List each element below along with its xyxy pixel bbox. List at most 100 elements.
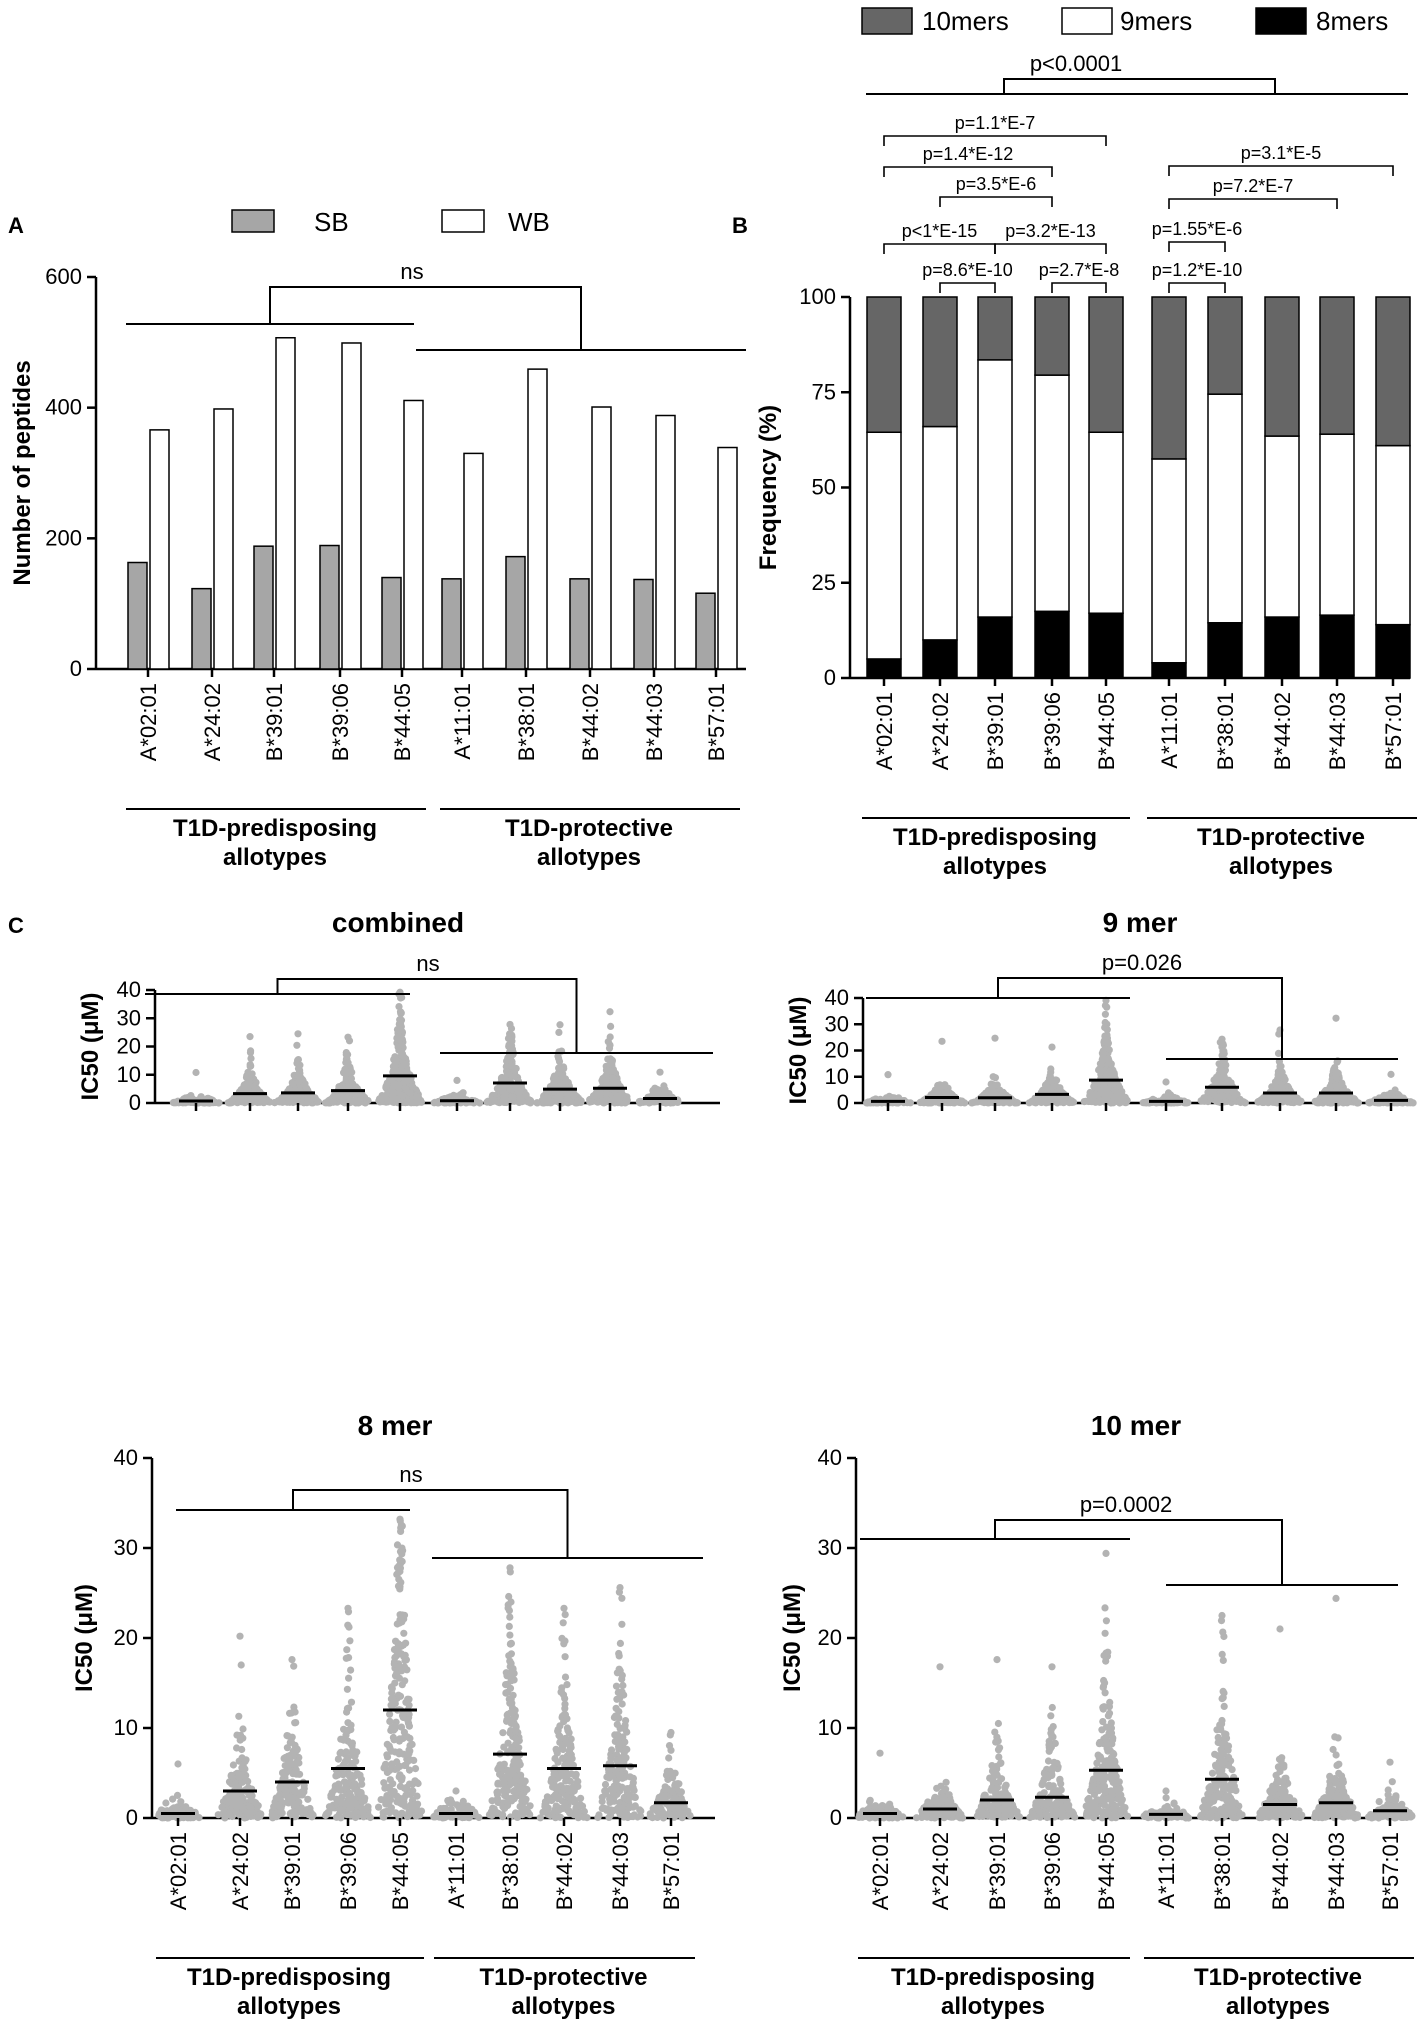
data-point xyxy=(392,1056,400,1064)
data-point xyxy=(276,1784,284,1792)
data-point xyxy=(236,1632,244,1640)
data-point xyxy=(592,1093,601,1101)
bar-10mers xyxy=(977,296,1013,361)
data-point xyxy=(345,1083,353,1091)
data-point xyxy=(411,1765,420,1773)
legend-label-8mers: 8mers xyxy=(1316,6,1388,36)
data-point xyxy=(565,1729,573,1737)
bar-9mers xyxy=(866,431,902,660)
data-point xyxy=(1221,1098,1229,1106)
scatter-points-B*39:06 xyxy=(322,1604,374,1822)
data-point xyxy=(502,1681,510,1689)
data-point xyxy=(398,1041,406,1049)
data-point xyxy=(289,1079,297,1087)
data-point xyxy=(337,1814,345,1822)
group-comparison-label: p=0.026 xyxy=(1102,950,1182,975)
scatter-title: 9 mer xyxy=(1103,907,1178,938)
data-point xyxy=(616,1092,624,1100)
data-point xyxy=(399,1547,407,1555)
data-point xyxy=(660,1082,668,1090)
data-point xyxy=(506,1613,514,1621)
bar-sb xyxy=(319,544,340,670)
legend-swatch-sb xyxy=(231,209,275,233)
comparison-label: p=3.1*E-5 xyxy=(1241,143,1322,163)
data-point xyxy=(1101,1023,1109,1032)
data-point xyxy=(1273,1083,1281,1091)
x-tick-label: A*24:02 xyxy=(928,692,953,770)
data-point xyxy=(348,1098,356,1106)
data-point xyxy=(504,1801,512,1809)
comparison-label: p=7.2*E-7 xyxy=(1213,176,1294,196)
data-point xyxy=(237,1771,245,1779)
data-point xyxy=(403,1067,411,1075)
data-point xyxy=(345,1674,353,1682)
data-point xyxy=(1097,1089,1106,1097)
data-point xyxy=(381,1762,389,1770)
data-point xyxy=(1082,1097,1090,1105)
data-point xyxy=(517,1094,525,1102)
data-point xyxy=(394,1582,403,1590)
bar-wb xyxy=(717,446,738,670)
data-point xyxy=(395,1562,403,1570)
data-point xyxy=(512,1727,520,1735)
x-tick-label: B*44:03 xyxy=(1325,692,1350,770)
x-tick-label: B*44:05 xyxy=(1094,692,1119,770)
x-tick-label: B*38:01 xyxy=(1213,692,1238,770)
data-point xyxy=(993,1081,1001,1089)
data-point xyxy=(343,1646,351,1654)
data-point xyxy=(304,1795,312,1803)
data-point xyxy=(448,1799,456,1807)
data-point xyxy=(561,1637,569,1645)
data-point xyxy=(398,1091,406,1099)
data-point xyxy=(192,1068,200,1077)
data-point xyxy=(353,1748,361,1756)
data-point xyxy=(404,1097,412,1106)
data-point xyxy=(239,1725,247,1733)
scatter-points-A*24:02 xyxy=(224,1033,274,1107)
data-point xyxy=(604,1038,612,1046)
data-point xyxy=(508,1093,516,1101)
data-point xyxy=(335,1083,343,1091)
data-point xyxy=(343,1059,352,1067)
comparison-bracket xyxy=(883,243,996,254)
data-point xyxy=(397,1524,405,1532)
data-point xyxy=(989,1073,997,1081)
data-point xyxy=(1241,1099,1249,1107)
panel-label-c: C xyxy=(8,913,24,938)
data-point xyxy=(1098,1055,1106,1063)
y-tick-label: 20 xyxy=(825,1038,849,1063)
data-point xyxy=(296,1061,304,1069)
group-comparison-bracket xyxy=(1003,78,1276,94)
bar-sb xyxy=(381,576,402,670)
data-point xyxy=(577,1794,585,1802)
data-point xyxy=(284,1732,292,1740)
data-point xyxy=(1200,1097,1208,1105)
bar-8mers xyxy=(1088,612,1124,679)
data-point xyxy=(609,1074,617,1082)
bar-wb xyxy=(213,408,234,670)
data-point xyxy=(406,1089,414,1097)
data-point xyxy=(337,1798,346,1806)
data-point xyxy=(292,1719,300,1727)
data-point xyxy=(1387,1070,1395,1078)
data-point xyxy=(405,1722,413,1730)
y-tick-label: 0 xyxy=(129,1090,141,1115)
data-point xyxy=(330,1098,338,1106)
data-point xyxy=(1218,1035,1226,1043)
data-point xyxy=(506,1657,514,1665)
data-point xyxy=(402,1785,410,1793)
data-point xyxy=(570,1091,578,1099)
data-point xyxy=(344,1069,353,1077)
bar-8mers xyxy=(866,658,902,679)
data-point xyxy=(1326,1083,1334,1091)
x-tick-label: B*57:01 xyxy=(1381,692,1406,770)
bar-10mers xyxy=(1207,296,1243,395)
data-point xyxy=(354,1097,362,1105)
data-point xyxy=(289,1785,297,1793)
data-point xyxy=(283,1093,291,1101)
data-point xyxy=(310,1094,318,1102)
data-point xyxy=(376,1095,384,1103)
group-label-protective: allotypes xyxy=(537,844,641,871)
data-point xyxy=(246,1062,254,1070)
